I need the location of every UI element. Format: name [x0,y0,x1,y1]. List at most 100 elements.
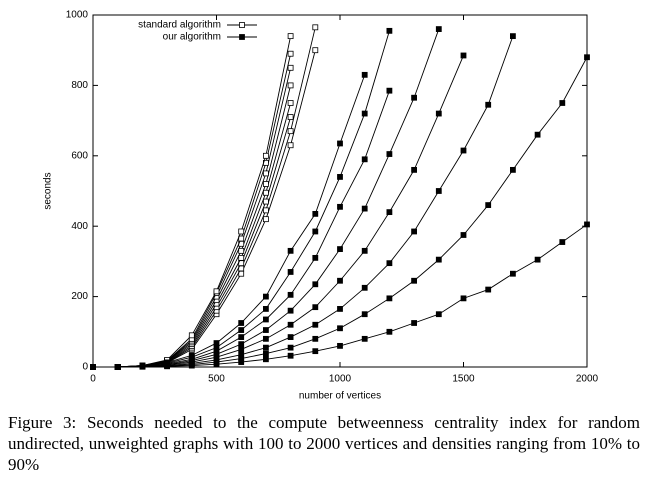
marker [559,239,566,245]
x-axis-label: number of vertices [299,391,381,402]
marker [584,54,590,61]
marker [287,64,294,71]
y-axis-label: seconds [43,172,54,209]
marker [262,350,269,357]
marker [312,281,319,288]
marker [460,295,467,302]
marker [361,335,368,342]
marker [287,128,294,135]
marker [287,321,294,328]
marker [262,181,269,187]
marker [386,328,393,335]
marker [238,320,245,326]
marker [262,170,269,177]
marker [238,228,245,235]
x-tick-label: 1500 [452,374,475,385]
marker [238,247,245,254]
series-line [93,36,292,368]
marker [262,306,269,312]
marker [534,256,541,263]
marker [559,100,566,106]
marker [435,26,442,32]
series-line [93,30,390,368]
marker [188,352,195,359]
marker [361,311,368,318]
marker [287,344,294,351]
legend-label: standard algorithm [138,20,221,31]
marker [238,334,245,340]
series-line [93,53,292,368]
marker [337,140,343,147]
marker [361,247,368,254]
marker [361,110,368,117]
marker [312,304,319,311]
marker [411,228,418,235]
marker [262,335,269,342]
marker [287,142,294,149]
marker [460,232,467,238]
y-tick-label: 400 [71,221,88,232]
marker [361,205,368,212]
marker [262,189,269,196]
marker [386,27,393,34]
marker [361,156,368,163]
marker [337,325,343,332]
marker [485,202,492,208]
series-line [93,67,292,368]
series-line [93,28,440,368]
marker [262,207,269,214]
series-line [93,102,292,368]
marker [312,254,319,261]
marker [262,293,269,300]
marker [534,131,541,138]
marker [509,33,516,40]
marker [411,94,418,101]
marker [411,320,418,326]
marker [435,311,442,318]
x-tick-label: 2000 [576,374,599,385]
marker [262,327,269,333]
series-line [93,35,514,368]
marker [238,327,245,333]
marker [386,295,393,302]
chart: number of vertices seconds 0 500 1000 1500 2… [43,10,599,402]
legend-marker [239,34,245,40]
y-tick-label: 600 [71,150,88,161]
marker [287,82,294,89]
marker [287,50,294,57]
marker [262,356,269,363]
marker [139,362,146,369]
marker [312,321,319,328]
series-line [93,116,292,368]
marker [435,256,442,263]
marker [386,209,393,216]
caption: Figure 3: Seconds needed to the compute … [8,413,640,474]
marker [262,152,269,159]
marker [435,188,442,194]
series-line [93,74,366,368]
legend-label: our algorithm [163,32,221,43]
marker [312,24,319,31]
marker [411,277,418,284]
marker [361,71,368,78]
plot-frame [92,14,588,368]
marker [287,269,294,275]
marker [337,306,343,312]
y-tick-label: 200 [71,291,88,302]
marker [485,286,492,293]
marker [312,228,319,235]
marker [312,335,319,342]
marker [386,87,393,94]
marker [312,210,319,217]
marker [584,221,590,228]
marker [337,246,343,252]
marker [287,33,294,40]
y-tick-label: 0 [82,362,88,373]
marker [460,147,467,154]
x-tick-label: 0 [90,374,96,385]
marker [164,359,171,366]
marker [312,348,319,355]
marker [262,216,269,223]
marker [337,203,343,210]
